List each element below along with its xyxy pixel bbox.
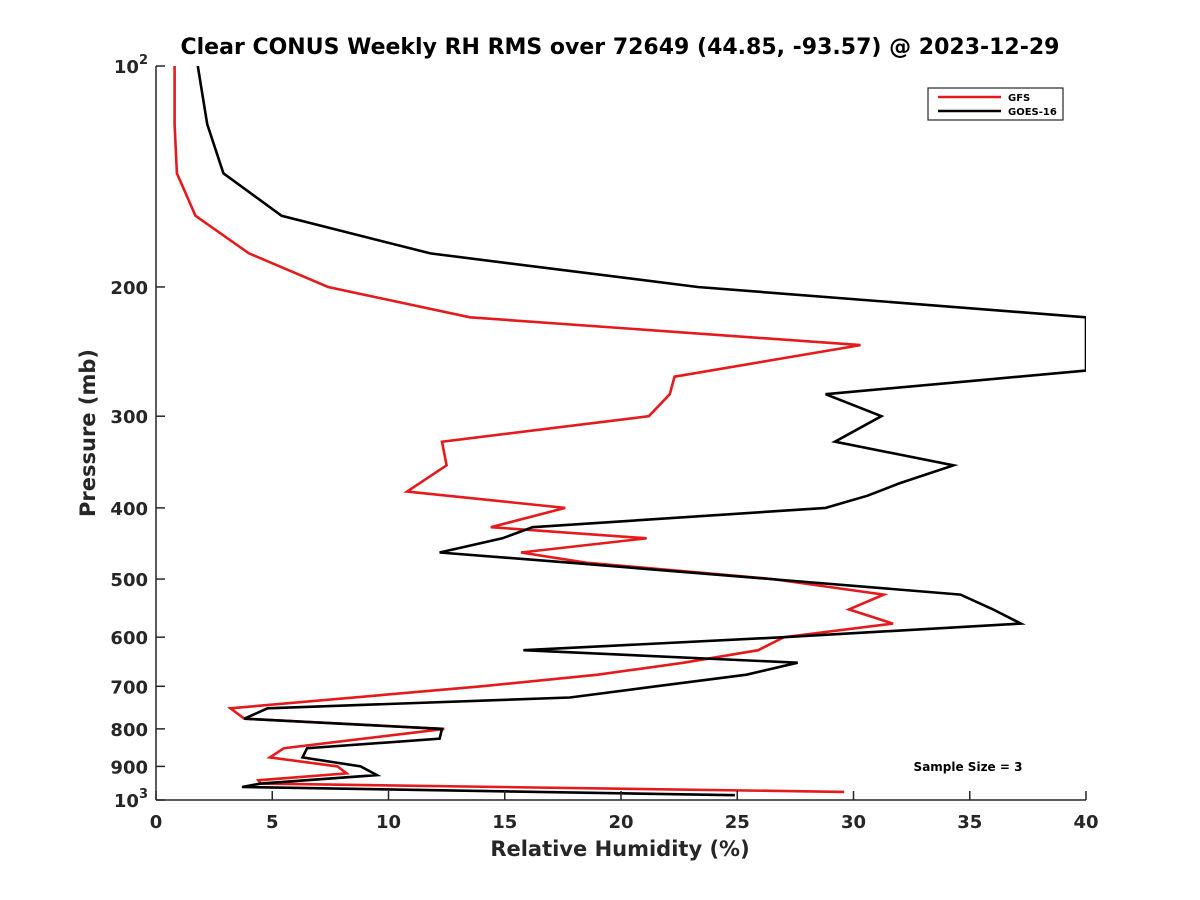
sample-size-annotation: Sample Size = 3	[914, 760, 1023, 774]
y-tick-label: 700	[110, 677, 148, 698]
y-tick-label-exponent: 2	[139, 53, 148, 68]
y-tick-label-exponent: 3	[139, 787, 148, 802]
y-tick-label-base: 10	[114, 791, 139, 812]
y-tick-label: 400	[110, 499, 148, 520]
x-axis-label: Relative Humidity (%)	[490, 837, 749, 861]
x-tick-label: 40	[1073, 812, 1098, 833]
x-tick-label: 35	[957, 812, 982, 833]
x-tick-label: 15	[492, 812, 517, 833]
series-line-goes-16	[196, 66, 1086, 797]
y-tick-label: 300	[110, 407, 148, 428]
plot-area: 0 5 10 15 20 25 30 35 40102200300400500600700800…	[110, 53, 1098, 833]
chart-title: Clear CONUS Weekly RH RMS over 72649 (44…	[181, 35, 1060, 60]
legend-label-gfs: GFS	[1008, 93, 1030, 104]
legend-box	[927, 87, 1064, 121]
legend-label-goes-16: GOES-16	[1008, 107, 1057, 118]
y-tick-label-base: 10	[114, 57, 139, 78]
y-tick-label: 500	[110, 570, 148, 591]
x-tick-label: 0	[150, 812, 163, 833]
x-tick-label: 30	[841, 812, 866, 833]
x-tick-label: 20	[608, 812, 633, 833]
y-tick-label: 600	[110, 628, 148, 649]
x-tick-label: 10	[376, 812, 401, 833]
y-tick-label: 103	[114, 787, 148, 812]
y-axis-label: Pressure (mb)	[76, 349, 100, 517]
legend: GFS GOES-16	[927, 87, 1064, 121]
y-tick-label: 102	[114, 53, 148, 78]
y-tick-label: 800	[110, 720, 148, 741]
x-tick-label: 25	[725, 812, 750, 833]
y-tick-label: 900	[110, 757, 148, 778]
y-tick-label: 200	[110, 278, 148, 299]
x-tick-label: 5	[266, 812, 279, 833]
